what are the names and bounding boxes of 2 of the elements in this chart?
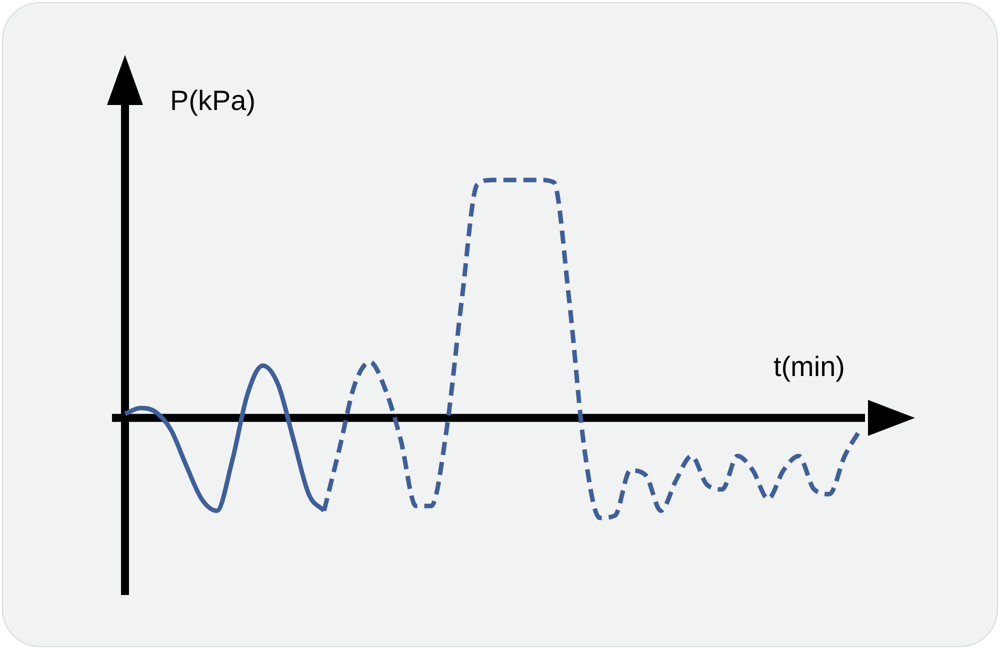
y-axis-title: P(kPa) — [170, 85, 256, 116]
x-axis-title: t(min) — [773, 350, 845, 382]
